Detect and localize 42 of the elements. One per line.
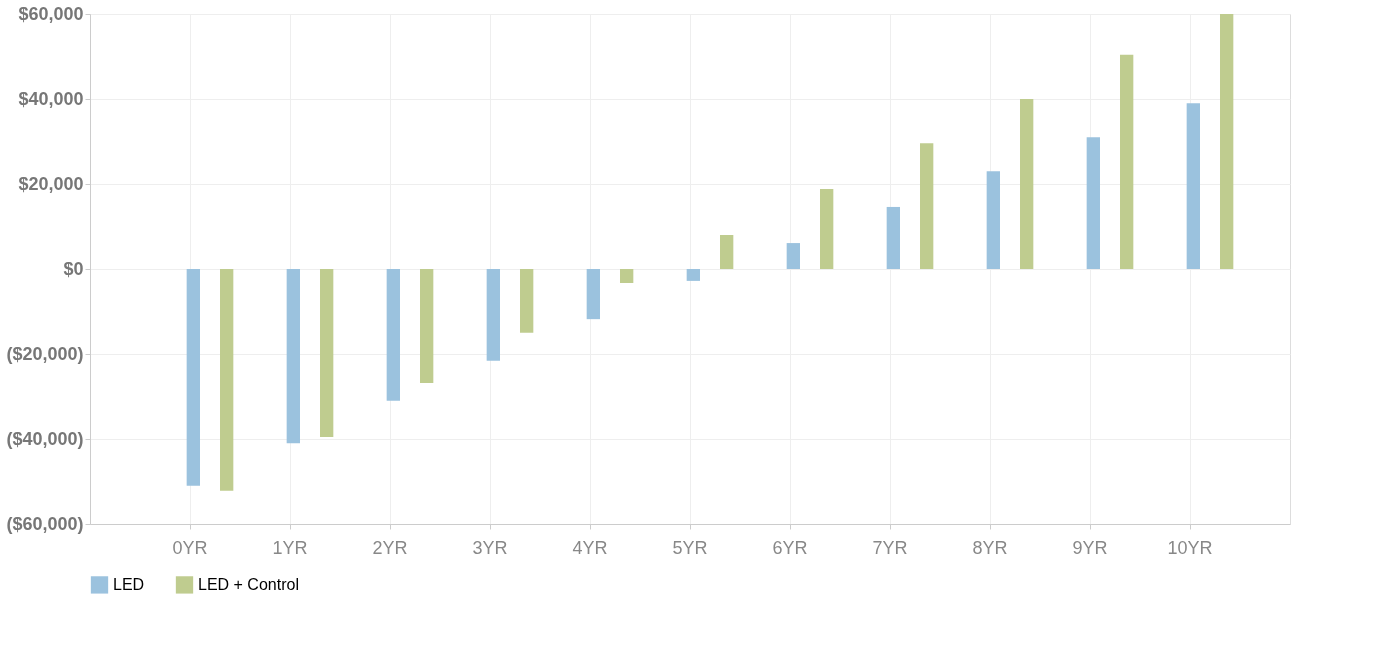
y-tick-label: $60,000 [18,3,84,24]
bar [186,269,200,486]
bar [520,269,534,333]
bar [720,235,734,269]
bar [1186,103,1200,269]
bar [1220,14,1234,269]
bar [920,143,934,269]
y-tick-label: $40,000 [18,88,84,109]
bar [886,206,900,269]
x-tick-label: 2YR [372,537,408,558]
y-tick-label: ($40,000) [6,428,84,449]
bar [786,243,800,269]
y-tick-label: ($20,000) [6,343,84,364]
x-tick-label: 3YR [472,537,508,558]
x-tick-label: 6YR [772,537,808,558]
legend-label: LED + Control [198,575,299,593]
bar [686,269,700,281]
bar [420,269,434,383]
x-tick-label: 10YR [1167,537,1213,558]
bar [220,269,234,491]
bar [820,189,834,269]
y-tick-label: $0 [63,258,84,279]
bar [586,269,600,320]
x-tick-label: 8YR [972,537,1008,558]
bar [320,269,334,437]
bar [1120,54,1134,269]
bar [620,269,634,284]
legend-label: LED [113,575,145,593]
bar [386,269,400,401]
x-tick-label: 0YR [172,537,208,558]
bar [1020,99,1034,269]
x-tick-label: 1YR [272,537,308,558]
bar [486,269,500,361]
bar [286,269,300,444]
x-tick-label: 9YR [1072,537,1108,558]
bar [1086,137,1100,269]
y-tick-label: ($60,000) [6,513,84,534]
y-tick-label: $20,000 [18,173,84,194]
x-tick-label: 7YR [872,537,908,558]
x-tick-label: 5YR [672,537,708,558]
x-tick-label: 4YR [572,537,608,558]
bar [986,171,1000,269]
